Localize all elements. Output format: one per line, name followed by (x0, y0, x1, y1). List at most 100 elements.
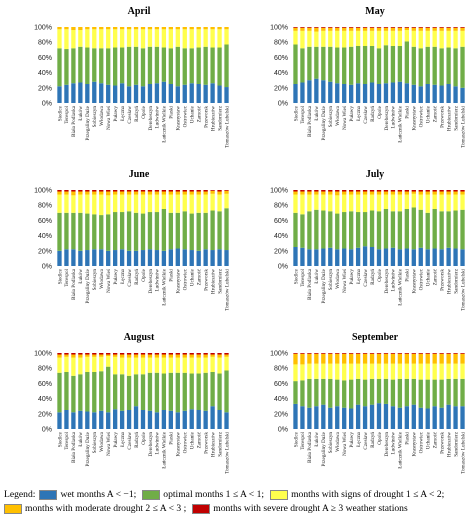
bar-optimal-tomaszo-w-lubelski (224, 208, 229, 251)
bar-wet-nowa-wies (106, 412, 111, 429)
bar-wet-siedlce (293, 403, 298, 429)
bar-signs-derebeszyn (383, 363, 389, 379)
y-tick-label: 80% (38, 40, 52, 47)
bar-wet-czes-aw (126, 86, 132, 103)
x-tick-label: Radzyń (134, 106, 140, 122)
bar-moderate-przeworsk (439, 353, 444, 364)
bar-wet-siedlce (57, 412, 62, 429)
bar-moderate-tomaszo-w-lubelski (224, 27, 229, 30)
bar-moderate-opole (376, 191, 382, 195)
bar-optimal-sandomierz (453, 210, 458, 249)
bar-moderate-nowa-wies (106, 354, 111, 357)
bar-severe-terespol (300, 27, 305, 28)
x-tick-label: Derebeszyn (384, 269, 390, 294)
x-tick-label: Ludwinów (155, 106, 161, 129)
x-tick-label: Nowa Wieś (106, 432, 112, 456)
chart-svg-april: April 0% 20% 40% 60% 80% 100% Siedlce Terespol Bi… (34, 6, 230, 148)
bar-severe-piaski (404, 190, 409, 192)
bar-signs-radzyn (369, 194, 375, 211)
bar-moderate-ludwino-w (390, 27, 396, 31)
bar-optimal-terespol (64, 212, 69, 250)
bar-moderate-piaski (404, 353, 409, 364)
bar-optimal-nowa-wies (106, 214, 111, 251)
bar-optimal-sandomierz (453, 48, 458, 87)
x-tick-label: Opole (377, 431, 383, 444)
y-tick-label: 0% (278, 264, 288, 271)
bar-signs-e-czna (355, 194, 361, 213)
bar-signs-opole (376, 194, 382, 212)
bar-moderate-zamos-c (432, 27, 437, 31)
x-tick-label: Przeworsk (203, 269, 209, 291)
bar-moderate-bia-a-podlaska (307, 191, 312, 195)
x-tick-label: Przeworsk (203, 106, 209, 128)
bar-moderate-hrubieszo-w (210, 190, 215, 194)
bar-optimal-e-czna (355, 46, 361, 84)
bar-signs-an-cznik-wielkie (161, 194, 167, 209)
bar-severe-czes-aw (126, 190, 132, 192)
x-tick-label: Przegaliny Duże (85, 431, 91, 466)
bar-severe-ostrowiec (418, 353, 423, 354)
x-tick-label: Ostrowiec (183, 105, 189, 127)
bar-wet-czes-aw (126, 410, 132, 429)
bar-moderate-radzyn (369, 191, 375, 195)
bar-signs-bia-a-podlaska (71, 30, 76, 49)
bar-optimal-czes-aw (362, 379, 368, 407)
bar-optimal-ludwino-w (154, 372, 160, 413)
bar-moderate-an-cznik-wielkie (161, 27, 167, 30)
bar-optimal-uko-w (78, 212, 83, 251)
bar-optimal-an-cznik-wielkie (161, 209, 167, 251)
bar-moderate-an-cznik-wielkie (161, 354, 167, 358)
x-tick-label: Łuków (314, 432, 320, 447)
x-tick-label: Radzyń (370, 106, 376, 122)
bar-optimal-czes-aw (126, 375, 132, 410)
bar-signs-uko-w (314, 363, 319, 379)
y-tick-label: 100% (34, 351, 52, 358)
legend-swatch-moderate (4, 504, 22, 514)
x-tick-label: Piaski (405, 105, 411, 118)
bar-severe-zamos-c (196, 353, 201, 355)
bar-optimal-sobieszyn (328, 46, 333, 82)
bar-signs-siedlce (57, 29, 62, 49)
bar-moderate-uko-w (78, 354, 83, 358)
bar-optimal-krasnystaw (411, 207, 416, 250)
bar-optimal-hrubieszo-w (210, 372, 215, 407)
bar-wet-an-cznik-wielkie (161, 410, 167, 429)
bar-moderate-derebeszyn (147, 191, 153, 195)
bar-optimal-krasnystaw (175, 212, 180, 249)
bar-signs-uchanie (189, 194, 194, 214)
bar-signs-hrubieszo-w (210, 356, 215, 372)
bar-signs-sandomierz (453, 30, 458, 49)
bar-signs-ostrowiec (182, 29, 187, 49)
bar-optimal-zamos-c (432, 379, 437, 407)
x-tick-label: Ostrowiec (183, 268, 189, 290)
bar-signs-hrubieszo-w (446, 30, 451, 48)
bar-signs-tomaszo-w-lubelski (460, 30, 465, 47)
bar-signs-opole (376, 30, 382, 49)
bar-moderate-piaski (404, 27, 409, 31)
bar-optimal-uchanie (189, 48, 194, 84)
bar-wet-pu-awy (113, 409, 118, 429)
bar-wet-krasnystaw (411, 249, 416, 266)
x-tick-label: Przeworsk (439, 269, 445, 291)
bar-wet-sobieszyn (92, 412, 97, 429)
bar-severe-uko-w (314, 353, 319, 354)
bar-signs-w-odawa (99, 194, 104, 216)
bar-wet-uko-w (314, 249, 319, 266)
bar-severe-opole (376, 353, 382, 354)
bar-moderate-radzyn (369, 353, 375, 364)
bar-severe-derebeszyn (383, 353, 389, 354)
x-tick-label: Sandomierz (217, 105, 223, 130)
bar-severe-sandomierz (217, 353, 222, 355)
x-tick-label: Piaski (169, 105, 175, 118)
bar-optimal-ludwino-w (154, 212, 160, 251)
bar-wet-przeworsk (203, 410, 208, 429)
bar-signs-an-cznik-wielkie (397, 194, 403, 212)
bar-moderate-bia-a-podlaska (71, 191, 76, 196)
x-tick-label: Sobieszyn (328, 106, 334, 128)
bar-optimal-opole (140, 48, 146, 87)
bar-moderate-krasnystaw (175, 354, 180, 358)
bar-severe-uko-w (314, 190, 319, 192)
bar-moderate-nowa-wies (342, 27, 347, 31)
bar-optimal-pu-awy (349, 46, 354, 85)
bar-optimal-krasnystaw (411, 46, 416, 85)
